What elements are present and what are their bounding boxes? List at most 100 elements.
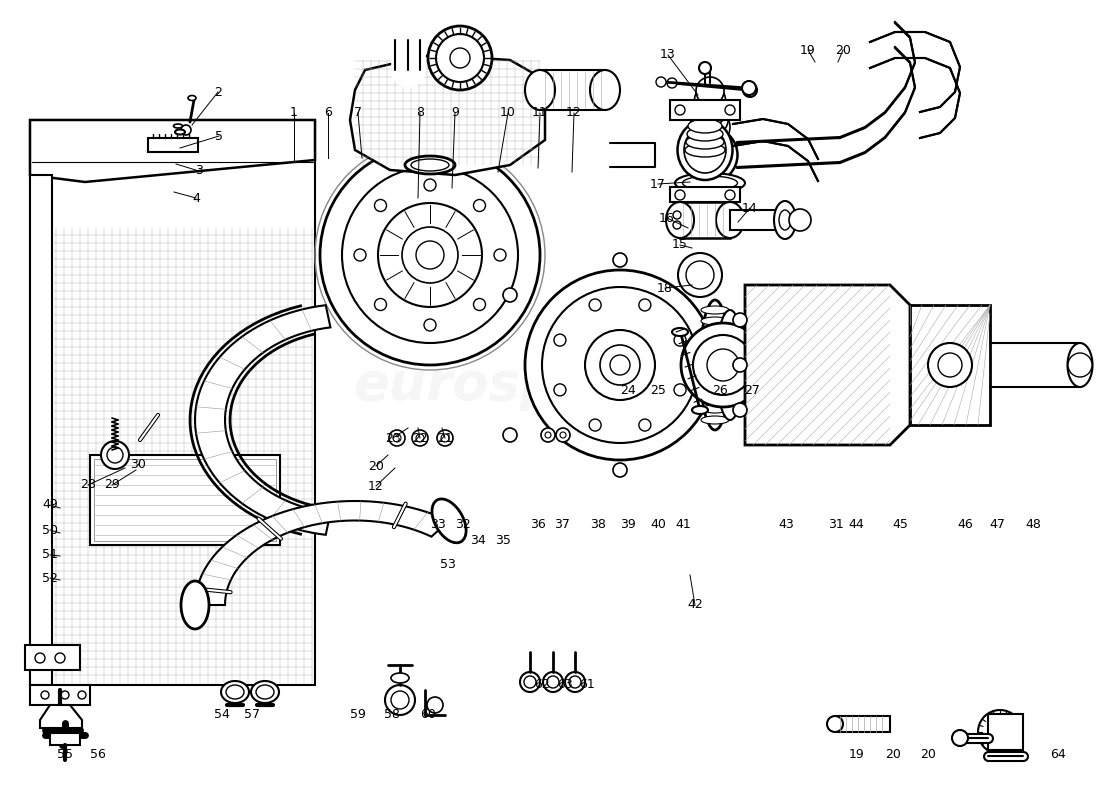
- Circle shape: [600, 345, 640, 385]
- Text: 46: 46: [957, 518, 972, 531]
- Circle shape: [542, 287, 698, 443]
- Circle shape: [389, 430, 405, 446]
- Polygon shape: [733, 119, 818, 181]
- Bar: [670, 100, 740, 120]
- Circle shape: [565, 672, 585, 692]
- Circle shape: [544, 432, 551, 438]
- Text: 4: 4: [192, 191, 200, 205]
- Text: 44: 44: [848, 518, 864, 531]
- Text: eurospares: eurospares: [46, 368, 274, 402]
- Circle shape: [978, 710, 1022, 754]
- Circle shape: [374, 298, 386, 310]
- Ellipse shape: [175, 130, 185, 134]
- Ellipse shape: [675, 173, 745, 193]
- Text: 23: 23: [385, 431, 400, 445]
- Circle shape: [610, 355, 630, 375]
- Text: 26: 26: [712, 383, 728, 397]
- Bar: [730, 210, 785, 230]
- Circle shape: [41, 691, 50, 699]
- Text: 53: 53: [440, 558, 455, 571]
- Text: 61: 61: [579, 678, 595, 691]
- Text: 57: 57: [244, 709, 260, 722]
- Circle shape: [101, 441, 129, 469]
- Text: 10: 10: [500, 106, 516, 119]
- Bar: [148, 138, 198, 152]
- Circle shape: [675, 190, 685, 200]
- Text: 31: 31: [828, 518, 844, 531]
- Text: 48: 48: [1025, 518, 1041, 531]
- Ellipse shape: [952, 730, 968, 746]
- Polygon shape: [195, 305, 330, 535]
- Bar: [30, 175, 52, 685]
- Circle shape: [55, 653, 65, 663]
- Ellipse shape: [689, 134, 732, 176]
- Text: 18: 18: [657, 282, 673, 294]
- Polygon shape: [350, 55, 544, 175]
- Text: 51: 51: [42, 549, 58, 562]
- Text: 16: 16: [659, 211, 675, 225]
- Circle shape: [693, 92, 727, 126]
- Text: 22: 22: [412, 431, 428, 445]
- Circle shape: [107, 447, 123, 463]
- Circle shape: [639, 419, 651, 431]
- Text: 36: 36: [530, 518, 546, 531]
- Ellipse shape: [1067, 343, 1092, 387]
- Circle shape: [547, 676, 559, 688]
- Ellipse shape: [688, 127, 723, 141]
- Text: 39: 39: [620, 518, 636, 531]
- Ellipse shape: [684, 127, 726, 173]
- Ellipse shape: [405, 156, 455, 174]
- Circle shape: [494, 249, 506, 261]
- Text: 6: 6: [324, 106, 332, 119]
- Polygon shape: [195, 501, 449, 605]
- Circle shape: [503, 428, 517, 442]
- Text: 21: 21: [437, 431, 453, 445]
- Circle shape: [690, 107, 730, 147]
- Ellipse shape: [700, 300, 730, 430]
- Text: 24: 24: [620, 383, 636, 397]
- Ellipse shape: [701, 405, 729, 413]
- Ellipse shape: [221, 681, 249, 703]
- Circle shape: [416, 241, 444, 269]
- Polygon shape: [40, 705, 82, 728]
- Ellipse shape: [701, 372, 729, 380]
- Circle shape: [673, 221, 681, 229]
- Circle shape: [733, 403, 747, 417]
- Circle shape: [554, 384, 565, 396]
- Circle shape: [473, 199, 485, 211]
- Text: 7: 7: [354, 106, 362, 119]
- Circle shape: [656, 77, 666, 87]
- Text: 64: 64: [1050, 749, 1066, 762]
- Ellipse shape: [701, 317, 729, 325]
- Text: 37: 37: [554, 518, 570, 531]
- Polygon shape: [745, 285, 910, 445]
- Text: 28: 28: [80, 478, 96, 491]
- Ellipse shape: [779, 210, 791, 230]
- Text: 58: 58: [384, 709, 400, 722]
- Bar: [680, 202, 730, 238]
- Circle shape: [725, 190, 735, 200]
- Ellipse shape: [716, 310, 744, 420]
- Ellipse shape: [251, 681, 279, 703]
- Text: 60: 60: [420, 709, 436, 722]
- Circle shape: [378, 203, 482, 307]
- Text: 38: 38: [590, 518, 606, 531]
- Ellipse shape: [525, 70, 556, 110]
- Circle shape: [613, 463, 627, 477]
- Ellipse shape: [716, 202, 744, 238]
- Text: 27: 27: [744, 383, 760, 397]
- Circle shape: [590, 419, 601, 431]
- Circle shape: [428, 26, 492, 90]
- Circle shape: [525, 270, 715, 460]
- Circle shape: [928, 343, 972, 387]
- Ellipse shape: [672, 328, 688, 336]
- Text: 43: 43: [778, 518, 794, 531]
- Ellipse shape: [701, 394, 729, 402]
- Polygon shape: [30, 685, 90, 705]
- Circle shape: [694, 85, 726, 115]
- Circle shape: [667, 78, 676, 88]
- Text: 13: 13: [660, 49, 675, 62]
- Ellipse shape: [666, 202, 694, 238]
- Ellipse shape: [688, 119, 722, 133]
- Text: eurospares: eurospares: [353, 359, 686, 411]
